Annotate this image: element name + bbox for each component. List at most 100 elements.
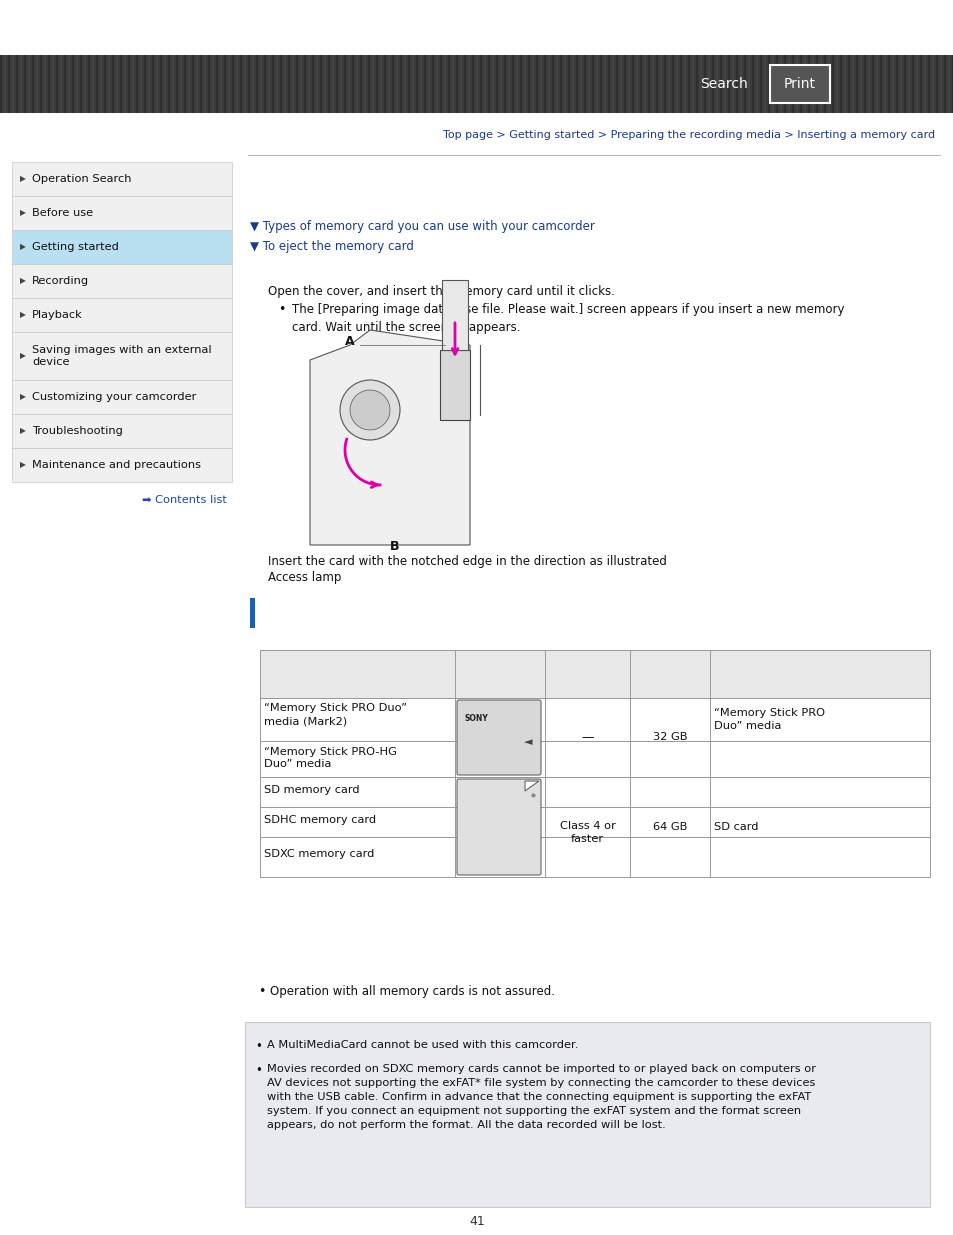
Bar — [379, 56, 381, 112]
Bar — [260, 741, 929, 777]
Bar — [12, 230, 232, 264]
Bar — [867, 56, 869, 112]
Text: SD memory card: SD memory card — [264, 785, 359, 795]
Text: A MultiMediaCard cannot be used with this camcorder.: A MultiMediaCard cannot be used with thi… — [267, 1040, 578, 1050]
Bar — [308, 56, 310, 112]
Bar — [676, 56, 678, 112]
Bar — [783, 56, 785, 112]
Bar — [800, 56, 801, 112]
Bar — [567, 56, 569, 112]
Bar — [823, 56, 825, 112]
Bar — [791, 56, 793, 112]
Bar — [332, 56, 334, 112]
Bar — [319, 56, 322, 112]
Text: •: • — [254, 1065, 262, 1077]
Bar — [200, 56, 202, 112]
Bar — [255, 56, 257, 112]
Bar — [603, 56, 605, 112]
Bar — [192, 56, 193, 112]
Bar — [720, 56, 721, 112]
Bar — [811, 56, 813, 112]
Bar — [260, 806, 929, 837]
Bar — [56, 56, 58, 112]
Bar — [643, 56, 645, 112]
Text: Open the cover, and insert the memory card until it clicks.: Open the cover, and insert the memory ca… — [268, 285, 615, 298]
Bar — [372, 56, 374, 112]
Bar — [164, 56, 166, 112]
Bar — [835, 56, 837, 112]
Bar — [28, 56, 30, 112]
Bar — [516, 56, 517, 112]
Bar — [915, 56, 917, 112]
Bar — [619, 56, 621, 112]
Text: ▶: ▶ — [20, 277, 26, 285]
Bar — [572, 56, 574, 112]
Bar — [459, 56, 461, 112]
Bar — [483, 56, 485, 112]
Bar — [419, 56, 421, 112]
Bar — [492, 56, 494, 112]
Bar — [172, 56, 173, 112]
Text: Saving images with an external
device: Saving images with an external device — [32, 345, 212, 367]
Text: SONY: SONY — [464, 714, 488, 722]
Bar — [156, 56, 158, 112]
Bar — [903, 56, 905, 112]
Bar — [536, 56, 537, 112]
Bar — [496, 56, 497, 112]
Bar — [456, 56, 457, 112]
Bar — [120, 56, 122, 112]
Bar — [288, 56, 290, 112]
Bar — [240, 56, 242, 112]
Bar — [696, 56, 698, 112]
Bar — [439, 56, 441, 112]
Bar — [771, 56, 773, 112]
Bar — [740, 56, 741, 112]
Bar — [295, 56, 297, 112]
Bar — [552, 56, 554, 112]
Bar — [344, 56, 346, 112]
Bar — [352, 56, 354, 112]
Text: A: A — [345, 335, 355, 348]
Bar — [76, 56, 78, 112]
Text: SD card: SD card — [713, 823, 758, 832]
Bar — [252, 56, 253, 112]
Bar — [12, 298, 232, 332]
Bar — [452, 56, 454, 112]
Text: 41: 41 — [469, 1215, 484, 1228]
Bar — [855, 56, 857, 112]
Bar — [12, 448, 232, 482]
Text: ➡ Contents list: ➡ Contents list — [142, 495, 227, 505]
Bar — [576, 56, 578, 112]
Bar — [12, 196, 232, 230]
Bar — [423, 56, 426, 112]
Text: Customizing your camcorder: Customizing your camcorder — [32, 391, 196, 403]
Bar — [260, 650, 929, 698]
Text: ▶: ▶ — [20, 174, 26, 184]
Bar — [579, 56, 581, 112]
Bar — [683, 56, 685, 112]
Bar — [763, 56, 765, 112]
Bar — [935, 56, 937, 112]
Bar — [499, 56, 501, 112]
Text: ▶: ▶ — [20, 426, 26, 436]
Text: Search: Search — [700, 77, 747, 91]
Bar — [807, 56, 809, 112]
Bar — [899, 56, 901, 112]
Bar — [195, 56, 198, 112]
Bar — [711, 56, 713, 112]
Text: Maintenance and precautions: Maintenance and precautions — [32, 459, 201, 471]
Bar — [395, 56, 397, 112]
Bar — [735, 56, 738, 112]
Bar — [647, 56, 649, 112]
Bar — [747, 56, 749, 112]
Bar — [716, 56, 718, 112]
Bar — [160, 56, 162, 112]
Bar — [488, 56, 490, 112]
Text: Operation with all memory cards is not assured.: Operation with all memory cards is not a… — [270, 986, 555, 998]
Bar — [639, 56, 641, 112]
Bar — [627, 56, 629, 112]
Bar — [52, 56, 54, 112]
Bar — [80, 56, 82, 112]
Bar — [260, 837, 929, 877]
Bar — [235, 56, 237, 112]
